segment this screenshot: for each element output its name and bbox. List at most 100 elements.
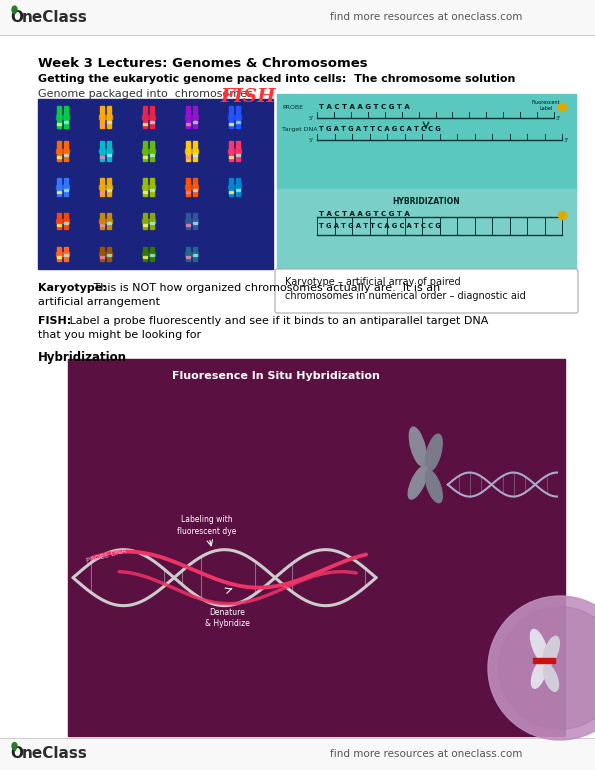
Bar [99,256,104,258]
Bar [57,123,61,125]
Bar [107,154,111,156]
Bar [57,213,61,229]
Bar [227,115,240,119]
Bar [55,219,68,223]
Bar [186,247,189,261]
Bar [99,219,111,223]
Text: Fluoresence In Situ Hybridization: Fluoresence In Situ Hybridization [172,371,380,381]
Bar [64,141,67,161]
Bar [142,106,146,128]
Text: FISH:: FISH: [38,316,71,326]
Ellipse shape [425,470,442,503]
Bar [186,224,189,226]
Text: PROBE DNA: PROBE DNA [86,547,127,564]
Text: T A C T A A G T C G T A: T A C T A A G T C G T A [319,104,410,110]
Text: PROBE: PROBE [282,105,303,110]
Ellipse shape [425,434,442,471]
Bar [149,106,154,128]
Text: Week 3 Lectures: Genomes & Chromosomes: Week 3 Lectures: Genomes & Chromosomes [38,57,368,70]
Bar [99,149,111,153]
Bar [236,141,240,161]
Ellipse shape [531,660,547,688]
Bar [193,247,196,261]
Bar [99,185,111,189]
Bar [236,106,240,128]
Text: O: O [10,10,23,25]
Bar [57,141,61,161]
Bar [184,185,198,189]
Bar [57,178,61,196]
Text: Labeling with
fluorescent dye: Labeling with fluorescent dye [177,515,237,536]
Bar [107,254,111,256]
Bar [228,191,233,193]
Bar [142,247,146,261]
Ellipse shape [409,427,427,466]
Bar [64,213,67,229]
Bar [228,156,233,158]
Bar [149,121,154,123]
Bar [107,121,111,123]
Bar [107,222,111,224]
Text: FISH: FISH [220,88,275,106]
Bar [0,738,595,770]
Bar [193,178,196,196]
Bar [149,222,154,224]
Bar [64,247,67,261]
Bar [142,224,146,226]
Bar [193,222,196,224]
Bar [68,359,565,736]
Bar [186,256,189,258]
Bar [99,224,104,226]
Bar [107,106,111,128]
Bar [236,121,240,123]
Circle shape [499,607,595,729]
Bar [184,149,198,153]
Bar [193,154,196,156]
Bar [277,189,576,269]
Bar [99,247,104,261]
Bar [57,256,61,258]
Bar [64,154,67,156]
Bar [149,178,154,196]
Bar [142,115,155,119]
Bar [99,156,104,158]
Text: T G A T G A T T C A G C A T C C G: T G A T G A T T C A G C A T C C G [319,223,441,229]
Bar [236,154,240,156]
Text: Getting the eukaryotic genome packed into cells:  The chromosome solution: Getting the eukaryotic genome packed int… [38,74,515,84]
Bar [57,224,61,226]
Bar [57,191,61,193]
Bar [57,156,61,158]
Text: T G A T G A T T C A G C A T C C G: T G A T G A T T C A G C A T C C G [319,126,441,132]
Text: 3': 3' [556,116,561,120]
Text: Hybridization: Hybridization [38,351,127,364]
Bar [184,115,198,119]
Bar [55,149,68,153]
Bar [64,189,67,191]
Text: neClass: neClass [22,10,88,25]
Bar [99,115,111,119]
Bar [142,256,146,258]
Bar [227,185,240,189]
Bar [193,106,196,128]
Bar [186,106,189,128]
Bar [227,149,240,153]
Text: neClass: neClass [22,746,88,762]
Bar [184,219,198,223]
Bar [533,658,555,663]
Bar [186,156,189,158]
Bar [149,189,154,191]
Bar [142,185,155,189]
Bar [193,254,196,256]
Ellipse shape [408,466,427,499]
Bar [55,252,68,256]
Bar [193,189,196,191]
Bar [55,185,68,189]
Text: This is NOT how organized chromosomes actually are.  It is an: This is NOT how organized chromosomes ac… [90,283,440,293]
Bar [0,0,595,35]
Ellipse shape [12,6,17,13]
Bar [142,141,146,161]
Bar [149,141,154,161]
Bar [186,141,189,161]
Bar [64,254,67,256]
Text: Denature
& Hybridize: Denature & Hybridize [205,608,249,628]
